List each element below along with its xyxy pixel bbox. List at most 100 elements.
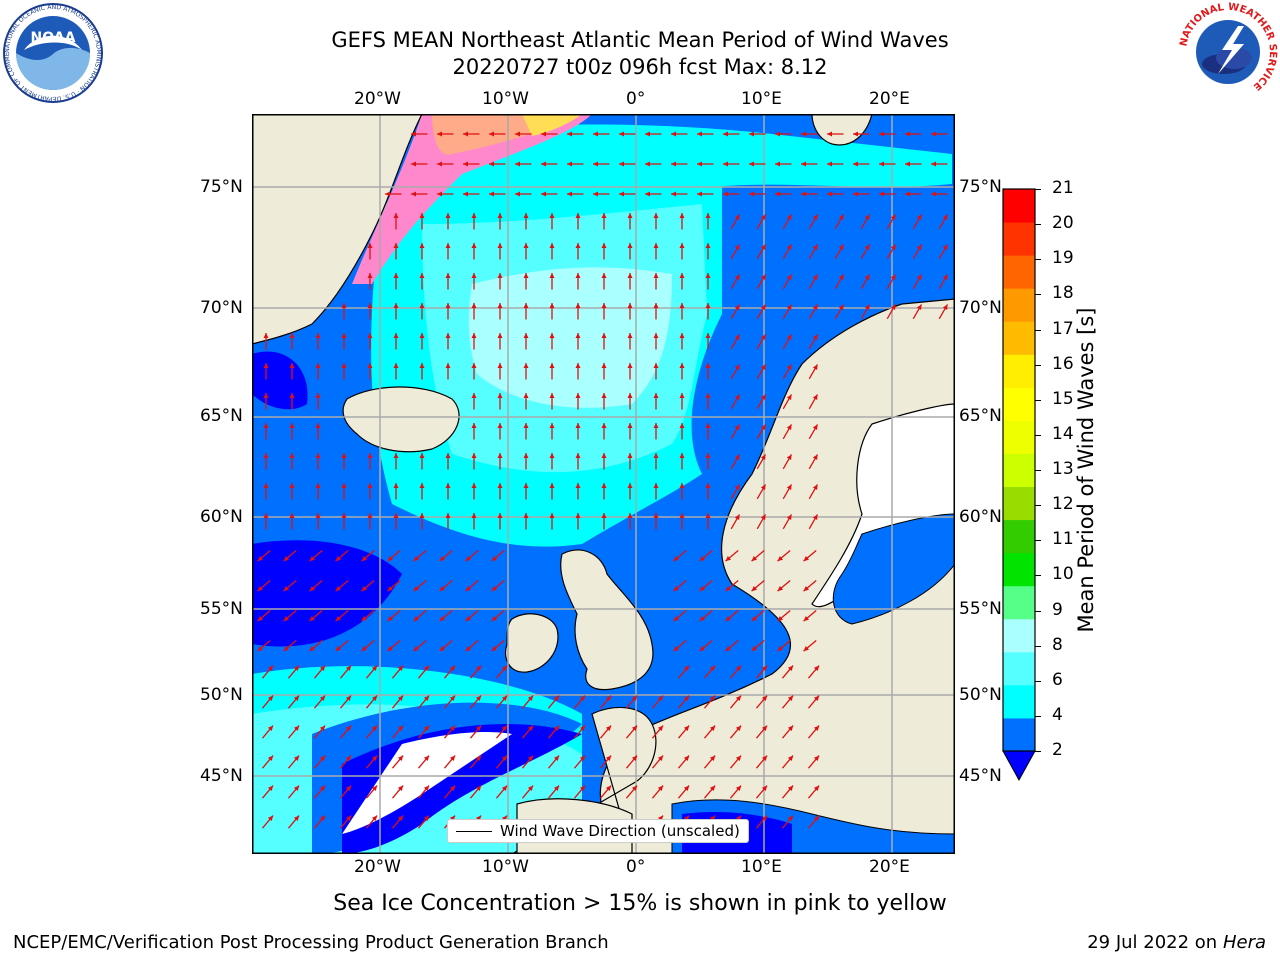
wave-direction-arrowhead — [705, 303, 711, 308]
wave-direction-arrowhead — [931, 191, 936, 197]
wave-direction-arrowhead — [341, 453, 347, 458]
colorbar-segment — [1003, 321, 1035, 355]
wave-direction-arrowhead — [679, 513, 685, 518]
wave-direction-arrowhead — [653, 513, 659, 518]
wave-direction-arrowhead — [439, 615, 446, 622]
wave-direction-arrowhead — [393, 513, 399, 518]
wave-direction-arrowhead — [393, 273, 399, 278]
wave-direction-arrowhead — [523, 363, 529, 368]
wave-direction-arrowhead — [786, 394, 792, 401]
wave-direction-arrowhead — [549, 423, 555, 428]
colorbar-tick-label: 13 — [1052, 459, 1074, 479]
wave-direction-arrowhead — [575, 393, 581, 398]
colorbar-segment — [1003, 453, 1035, 488]
wave-direction-arrowhead — [679, 243, 685, 248]
wave-direction-arrowhead — [437, 191, 442, 197]
wave-direction-arrowhead — [786, 454, 792, 461]
wave-direction-arrowhead — [267, 695, 274, 702]
wave-direction-arrowhead — [471, 363, 477, 368]
colorbar-tick-mark — [1035, 680, 1041, 682]
wave-direction-arrowhead — [705, 213, 711, 218]
wave-direction-arrowhead — [683, 695, 690, 702]
wave-direction-arrowhead — [523, 273, 529, 278]
wave-direction-arrowhead — [605, 785, 612, 792]
wave-direction-arrowhead — [653, 273, 659, 278]
lat-label-right: 60°N — [959, 507, 1002, 527]
wave-direction-arrowhead — [387, 585, 394, 592]
wave-direction-arrowhead — [803, 645, 810, 652]
colorbar-tick-label: 12 — [1052, 494, 1074, 515]
wave-direction-arrowhead — [653, 213, 659, 218]
wave-direction-arrowhead — [439, 585, 446, 592]
wave-direction-arrowhead — [367, 453, 373, 458]
wave-direction-arrowhead — [527, 785, 534, 792]
wave-direction-arrowhead — [679, 273, 685, 278]
wave-direction-arrowhead — [387, 615, 394, 622]
wave-direction-arrowhead — [671, 131, 676, 137]
wave-direction-arrowhead — [627, 483, 633, 488]
wave-direction-arrowhead — [942, 304, 948, 311]
wave-direction-arrowhead — [734, 514, 740, 521]
wave-direction-arrowhead — [786, 364, 792, 371]
wave-direction-arrowhead — [653, 483, 659, 488]
wave-direction-arrowhead — [725, 645, 732, 652]
wave-direction-arrowhead — [515, 191, 520, 197]
wave-direction-arrowhead — [385, 191, 390, 197]
wave-direction-arrowhead — [553, 755, 560, 762]
wave-direction-arrowhead — [423, 815, 430, 822]
wave-direction-arrowhead — [619, 131, 624, 137]
wave-direction-arrowhead — [787, 665, 794, 672]
wave-direction-arrowhead — [263, 483, 269, 488]
wave-direction-arrowhead — [471, 423, 477, 428]
wave-direction-arrowhead — [725, 555, 732, 562]
wave-direction-arrowhead — [497, 513, 503, 518]
wave-direction-arrowhead — [393, 303, 399, 308]
wave-direction-arrowhead — [775, 131, 780, 137]
wave-direction-arrowhead — [734, 244, 740, 251]
wave-direction-arrowhead — [423, 695, 430, 702]
wave-direction-arrowhead — [523, 393, 529, 398]
wave-direction-arrowhead — [699, 615, 706, 622]
wave-period-8-9 — [468, 267, 672, 408]
wave-direction-arrowhead — [315, 483, 321, 488]
wave-direction-arrowhead — [345, 665, 352, 672]
wave-direction-arrowhead — [812, 394, 818, 401]
wave-direction-arrowhead — [575, 243, 581, 248]
wave-direction-arrowhead — [699, 585, 706, 592]
wave-direction-arrowhead — [751, 645, 758, 652]
wave-direction-arrowhead — [267, 755, 274, 762]
colorbar-tick-label: 20 — [1052, 213, 1074, 234]
wave-direction-arrowhead — [523, 243, 529, 248]
wave-direction-arrowhead — [341, 513, 347, 518]
wave-direction-arrowhead — [749, 191, 754, 197]
wave-direction-arrowhead — [575, 513, 581, 518]
wave-direction-arrowhead — [579, 785, 586, 792]
wave-direction-arrowhead — [579, 695, 586, 702]
colorbar-tick-mark — [1035, 224, 1041, 226]
wave-direction-arrowhead — [593, 161, 598, 167]
wave-direction-arrowhead — [289, 453, 295, 458]
colorbar-tick-label: 19 — [1052, 248, 1074, 269]
lon-label-bottom: 20°E — [869, 857, 910, 877]
lat-label-right: 65°N — [959, 406, 1002, 426]
wave-direction-arrowhead — [393, 453, 399, 458]
colorbar-tick-mark — [1035, 505, 1041, 507]
colorbar-tick-label: 21 — [1052, 178, 1074, 198]
wave-direction-arrowhead — [549, 483, 555, 488]
wave-direction-arrowhead — [749, 161, 754, 167]
wave-direction-arrowhead — [813, 755, 820, 762]
lon-label-bottom: 0° — [626, 857, 646, 877]
wave-direction-arrowhead — [293, 665, 300, 672]
wave-direction-arrowhead — [786, 484, 792, 491]
wave-direction-arrowhead — [497, 483, 503, 488]
wave-direction-arrowhead — [315, 333, 321, 338]
wave-direction-arrowhead — [411, 161, 416, 167]
wave-direction-arrowhead — [787, 695, 794, 702]
wave-direction-arrowhead — [371, 755, 378, 762]
wave-direction-arrowhead — [465, 585, 472, 592]
wave-direction-arrowhead — [575, 453, 581, 458]
wave-direction-arrowhead — [812, 274, 818, 281]
footer-host: Hera — [1222, 932, 1266, 953]
lat-label-left: 60°N — [200, 507, 243, 527]
wave-direction-arrowhead — [293, 815, 300, 822]
